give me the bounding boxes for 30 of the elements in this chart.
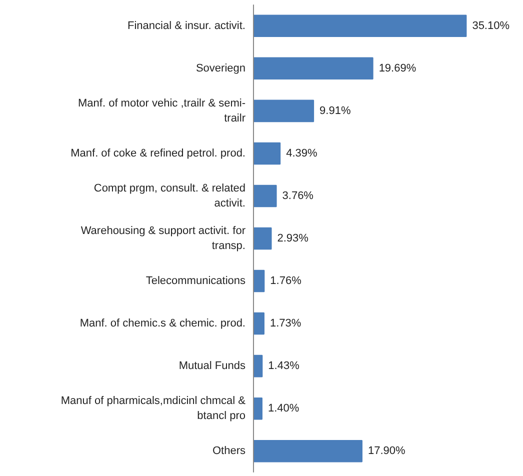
- data-label: 9.91%: [320, 104, 351, 117]
- data-label: 1.76%: [270, 275, 302, 288]
- data-label: 1.43%: [268, 360, 300, 372]
- data-label: 17.90%: [368, 445, 406, 458]
- y-tick-label: Manuf of pharmicals,mdicinl chmcal & btancl pro: [60, 395, 246, 422]
- y-tick-label: Soveriegn: [196, 62, 246, 74]
- data-label: 1.73%: [270, 318, 302, 330]
- y-tick-label: Manf. of chemic.s & chemic. prod.: [80, 318, 246, 330]
- bar: [252, 312, 264, 335]
- data-label: 2.93%: [277, 232, 309, 244]
- bar: [252, 227, 272, 250]
- bar: [252, 440, 362, 462]
- data-label: 4.39%: [286, 147, 318, 160]
- y-tick-label: Manf. of coke & refined petrol. prod.: [70, 147, 246, 160]
- bar: [252, 184, 277, 208]
- data-label: 1.40%: [268, 402, 300, 415]
- y-tick-label: Others: [212, 445, 246, 458]
- y-tick-label: Mutual Funds: [178, 360, 246, 372]
- y-tick-label: Compt prgm, consult. & related activit.: [94, 182, 246, 210]
- data-label: 35.10%: [472, 20, 510, 32]
- data-label: 19.69%: [378, 62, 416, 74]
- y-tick-label: Financial & insur. activit.: [128, 20, 246, 32]
- bar: [252, 57, 374, 80]
- bar: [252, 14, 467, 38]
- data-label: 3.76%: [282, 190, 314, 202]
- bar: [252, 100, 314, 122]
- y-tick-label: Telecommunications: [146, 275, 246, 288]
- y-tick-label: Manf. of motor vehic ,trailr & semi-trailr: [78, 97, 246, 124]
- y-tick-label: Warehousing & support activit. for transp.: [80, 225, 246, 252]
- bar: [252, 142, 281, 165]
